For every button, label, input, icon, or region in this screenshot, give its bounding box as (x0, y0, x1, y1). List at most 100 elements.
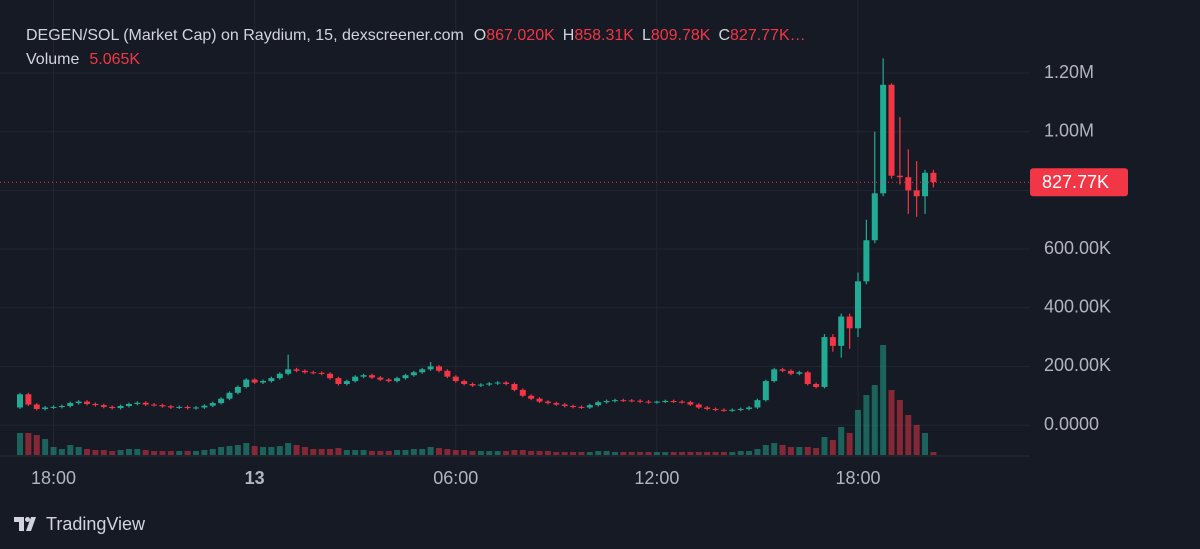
volume-bar (385, 451, 392, 455)
volume-bar (494, 451, 501, 455)
volume-bar (922, 433, 929, 455)
candle-body (746, 407, 753, 409)
volume-bar (570, 452, 577, 455)
volume-bar (234, 445, 241, 455)
volume-bar (578, 452, 585, 455)
volume-bar (268, 447, 275, 455)
candle-body (796, 372, 803, 374)
volume-bar (42, 439, 49, 455)
volume-bar (310, 449, 317, 455)
volume-bar (209, 449, 216, 455)
candle-body (343, 381, 350, 385)
volume-bar (720, 452, 727, 455)
candle-body (813, 384, 820, 387)
candle-body (679, 401, 686, 403)
candle-body (787, 370, 794, 374)
volume-name: Volume (26, 51, 79, 68)
candle-body (896, 175, 903, 178)
volume-bar (586, 452, 593, 455)
volume-bar (771, 443, 778, 455)
volume-value: 5.065K (89, 51, 140, 68)
volume-bar (117, 450, 124, 455)
volume-bar (511, 450, 518, 455)
volume-bar (100, 450, 107, 455)
candle-body (804, 372, 811, 385)
candle-body (276, 373, 283, 379)
volume-bar (871, 385, 878, 455)
volume-bar (896, 400, 903, 455)
volume-bar (301, 447, 308, 455)
candle-body (268, 378, 275, 382)
candle-body (327, 373, 334, 379)
volume-bar (930, 452, 937, 455)
candle-body (561, 404, 568, 407)
volume-bar (109, 451, 116, 455)
volume-bar (595, 451, 602, 455)
header: DEGEN/SOL (Market Cap) on Raydium, 15, d… (26, 27, 806, 44)
y-tick-label: 1.20M (1044, 62, 1094, 82)
volume-bar (167, 451, 174, 455)
candle-body (729, 409, 736, 411)
candle-body (444, 370, 451, 377)
candle-body (427, 366, 434, 370)
ohlc-key: L (642, 27, 651, 44)
volume-bar (880, 345, 887, 455)
candle-body (528, 395, 535, 399)
volume-bar (503, 451, 510, 455)
candle-body (385, 379, 392, 382)
candle-body (611, 400, 618, 402)
candle-body (192, 407, 199, 409)
y-tick-label: 600.00K (1044, 238, 1111, 258)
candle-body (855, 281, 861, 329)
candle-body (25, 394, 32, 405)
candle-body (762, 381, 769, 401)
volume-bar (553, 452, 560, 455)
y-tick-label: 200.00K (1044, 355, 1111, 375)
volume-bar (888, 390, 895, 455)
volume-bar (486, 451, 493, 455)
volume-bar (377, 451, 384, 455)
candle-body (134, 402, 141, 404)
candle-body (234, 386, 241, 393)
volume-bar (863, 395, 870, 455)
candle-body (771, 369, 778, 382)
candle-body (436, 366, 442, 371)
candle-body (33, 404, 40, 409)
volume-bar (176, 451, 183, 455)
volume-bar (787, 447, 794, 455)
candle-body (570, 406, 577, 408)
candle-body (871, 193, 878, 241)
candle-body (251, 379, 258, 383)
candle-body (595, 402, 602, 406)
volume-bar (838, 427, 845, 455)
volume-bar (913, 425, 920, 455)
candle-body (645, 401, 652, 403)
volume-bar (762, 445, 769, 455)
volume-bar (67, 445, 74, 455)
candle-body (469, 384, 476, 386)
volume-bar (335, 448, 342, 455)
x-tick-label: 12:00 (634, 468, 679, 488)
y-tick-label: 0.0000 (1044, 414, 1099, 434)
candle-body (637, 400, 644, 402)
volume-bar (628, 452, 635, 455)
candle-body (201, 405, 208, 408)
x-tick-label: 06:00 (433, 468, 478, 488)
volume-bar (687, 452, 694, 455)
last-price-label: 827.77K (1042, 172, 1109, 192)
candle-body (603, 401, 610, 403)
volume-bars (17, 345, 937, 455)
candle-body (913, 190, 920, 197)
ohlc-key: C (718, 27, 730, 44)
volume-bar (905, 415, 912, 455)
volume-bar (679, 452, 686, 455)
candle-body (578, 406, 585, 408)
volume-bar (637, 452, 644, 455)
volume-bar (729, 452, 736, 455)
volume-bar (477, 451, 484, 455)
x-tick-label: 18:00 (835, 468, 880, 488)
candle-body (360, 375, 367, 377)
volume-bar (645, 452, 652, 455)
volume-bar (17, 433, 23, 455)
